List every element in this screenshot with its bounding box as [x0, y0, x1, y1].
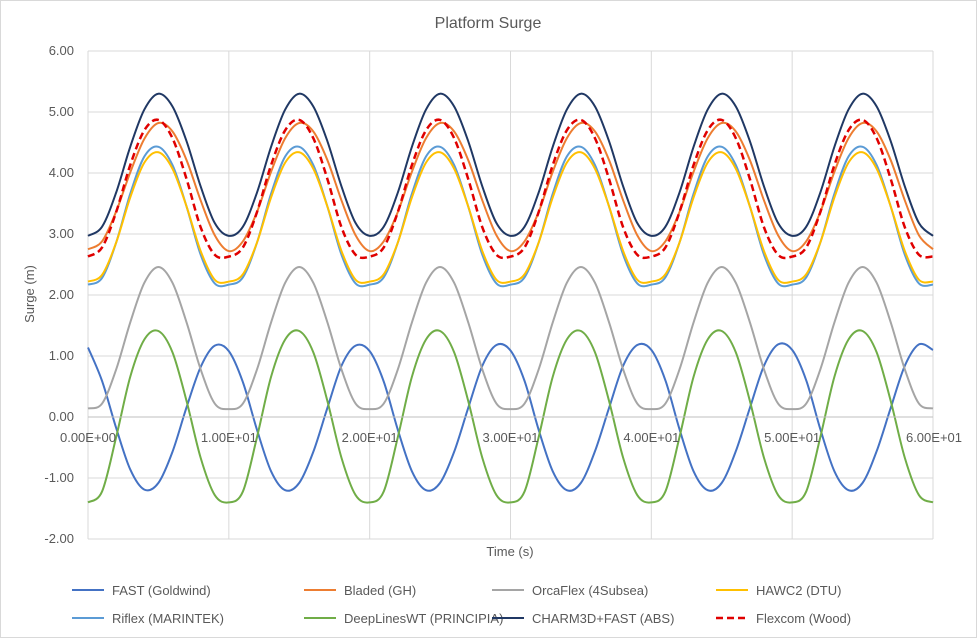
series-line-0: [87, 342, 934, 492]
x-tick-label: 4.00E+01: [623, 430, 679, 445]
x-tick-label: 0.00E+00: [60, 430, 116, 445]
y-tick-label: 3.00: [49, 226, 74, 241]
y-tick-label: -1.00: [44, 470, 74, 485]
y-tick-label: 0.00: [49, 409, 74, 424]
x-tick-label: 2.00E+01: [342, 430, 398, 445]
chart-title: Platform Surge: [435, 15, 542, 32]
y-tick-label: 5.00: [49, 104, 74, 119]
plot-area: [87, 92, 934, 504]
y-axis-label: Surge (m): [22, 265, 37, 323]
legend-label: Riflex (MARINTEK): [112, 611, 224, 626]
legend-label: OrcaFlex (4Subsea): [532, 583, 648, 598]
y-tick-label: 4.00: [49, 165, 74, 180]
x-tick-label: 1.00E+01: [201, 430, 257, 445]
y-tick-label: 2.00: [49, 287, 74, 302]
series-line-4: [87, 145, 934, 288]
legend-label: HAWC2 (DTU): [756, 583, 841, 598]
gridlines: [87, 50, 934, 540]
x-tick-label: 5.00E+01: [764, 430, 820, 445]
legend-label: Flexcom (Wood): [756, 611, 851, 626]
axis-ticks: -2.00 -1.00 0.00 1.00 2.00 3.00 4.00 5.00 6.00 0.…: [44, 43, 962, 546]
series-line-1: [87, 121, 934, 253]
legend-label: CHARM3D+FAST (ABS): [532, 611, 674, 626]
y-tick-label: -2.00: [44, 531, 74, 546]
x-axis-label: Time (s): [486, 544, 533, 559]
y-tick-label: 6.00: [49, 43, 74, 58]
series-line-2: [87, 265, 934, 411]
legend: FAST (Goldwind) Bladed (GH) OrcaFlex (4Sub…: [72, 583, 851, 626]
x-tick-label: 3.00E+01: [482, 430, 538, 445]
legend-label: DeepLinesWT (PRINCIPIA): [344, 611, 503, 626]
series-line-5: [87, 329, 934, 504]
series-line-7: [87, 118, 934, 260]
legend-label: FAST (Goldwind): [112, 583, 211, 598]
series-line-3: [87, 151, 934, 284]
legend-label: Bladed (GH): [344, 583, 416, 598]
y-tick-label: 1.00: [49, 348, 74, 363]
x-tick-label: 6.00E+01: [906, 430, 962, 445]
series-line-6: [87, 92, 934, 237]
